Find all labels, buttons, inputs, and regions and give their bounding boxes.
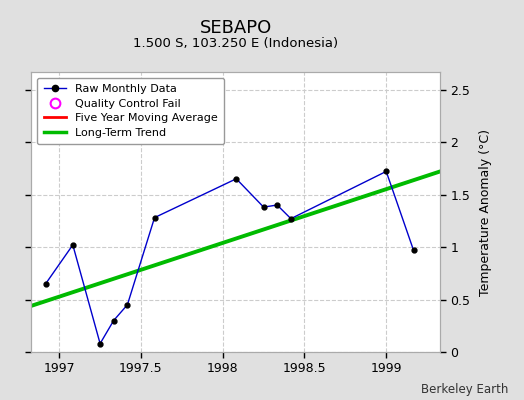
Text: Berkeley Earth: Berkeley Earth <box>421 383 508 396</box>
Legend: Raw Monthly Data, Quality Control Fail, Five Year Moving Average, Long-Term Tren: Raw Monthly Data, Quality Control Fail, … <box>37 78 224 144</box>
Text: 1.500 S, 103.250 E (Indonesia): 1.500 S, 103.250 E (Indonesia) <box>133 36 339 50</box>
Title: SEBAPO: SEBAPO <box>200 19 272 37</box>
Y-axis label: Temperature Anomaly (°C): Temperature Anomaly (°C) <box>479 128 492 296</box>
